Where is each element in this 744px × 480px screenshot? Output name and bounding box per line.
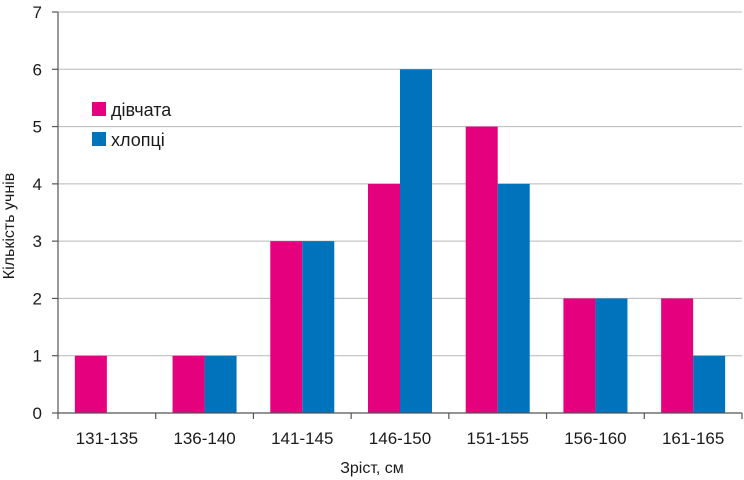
x-tick-label: 156-160 — [564, 429, 626, 448]
bar-girls — [563, 298, 596, 413]
y-tick-label: 7 — [33, 3, 42, 22]
y-tick-labels: 0 1 2 3 4 5 6 7 — [33, 3, 42, 423]
y-tick-label: 3 — [33, 232, 42, 251]
x-tick-label: 141-145 — [271, 429, 333, 448]
axes — [52, 11, 743, 419]
bar-boys — [302, 241, 335, 413]
bar-girls — [172, 355, 205, 413]
bar-boys — [693, 355, 726, 413]
legend-swatch — [92, 102, 106, 116]
bar-girls — [74, 355, 107, 413]
x-tick-label: 136-140 — [173, 429, 235, 448]
bar-girls — [368, 183, 400, 413]
legend: дівчата хлопці — [92, 100, 172, 150]
bar-boys — [400, 69, 432, 414]
bar-girls — [270, 241, 303, 413]
y-tick-label: 0 — [33, 404, 42, 423]
bars — [74, 69, 726, 414]
x-axis-title: Зріст, см — [340, 460, 404, 477]
x-tick-labels: 131-135 136-140 141-145 146-150 151-155 156-1… — [76, 429, 725, 448]
legend-label: дівчата — [111, 100, 172, 120]
x-tick-label: 161-165 — [662, 429, 724, 448]
y-tick-label: 2 — [33, 289, 42, 308]
bar-boys — [204, 355, 237, 413]
bar-boys — [595, 298, 628, 413]
y-tick-label: 1 — [33, 347, 42, 366]
bar-girls — [661, 298, 694, 413]
x-tick-label: 146-150 — [369, 429, 431, 448]
legend-swatch — [92, 132, 106, 146]
legend-label: хлопці — [111, 130, 165, 150]
y-tick-label: 6 — [33, 60, 42, 79]
y-tick-label: 5 — [33, 118, 42, 137]
bar-boys — [497, 183, 530, 413]
y-axis-title: Кількість учнів — [1, 173, 18, 279]
bar-girls — [465, 126, 498, 414]
y-tick-label: 4 — [33, 175, 42, 194]
x-tick-label: 131-135 — [76, 429, 138, 448]
x-tick-label: 151-155 — [467, 429, 529, 448]
